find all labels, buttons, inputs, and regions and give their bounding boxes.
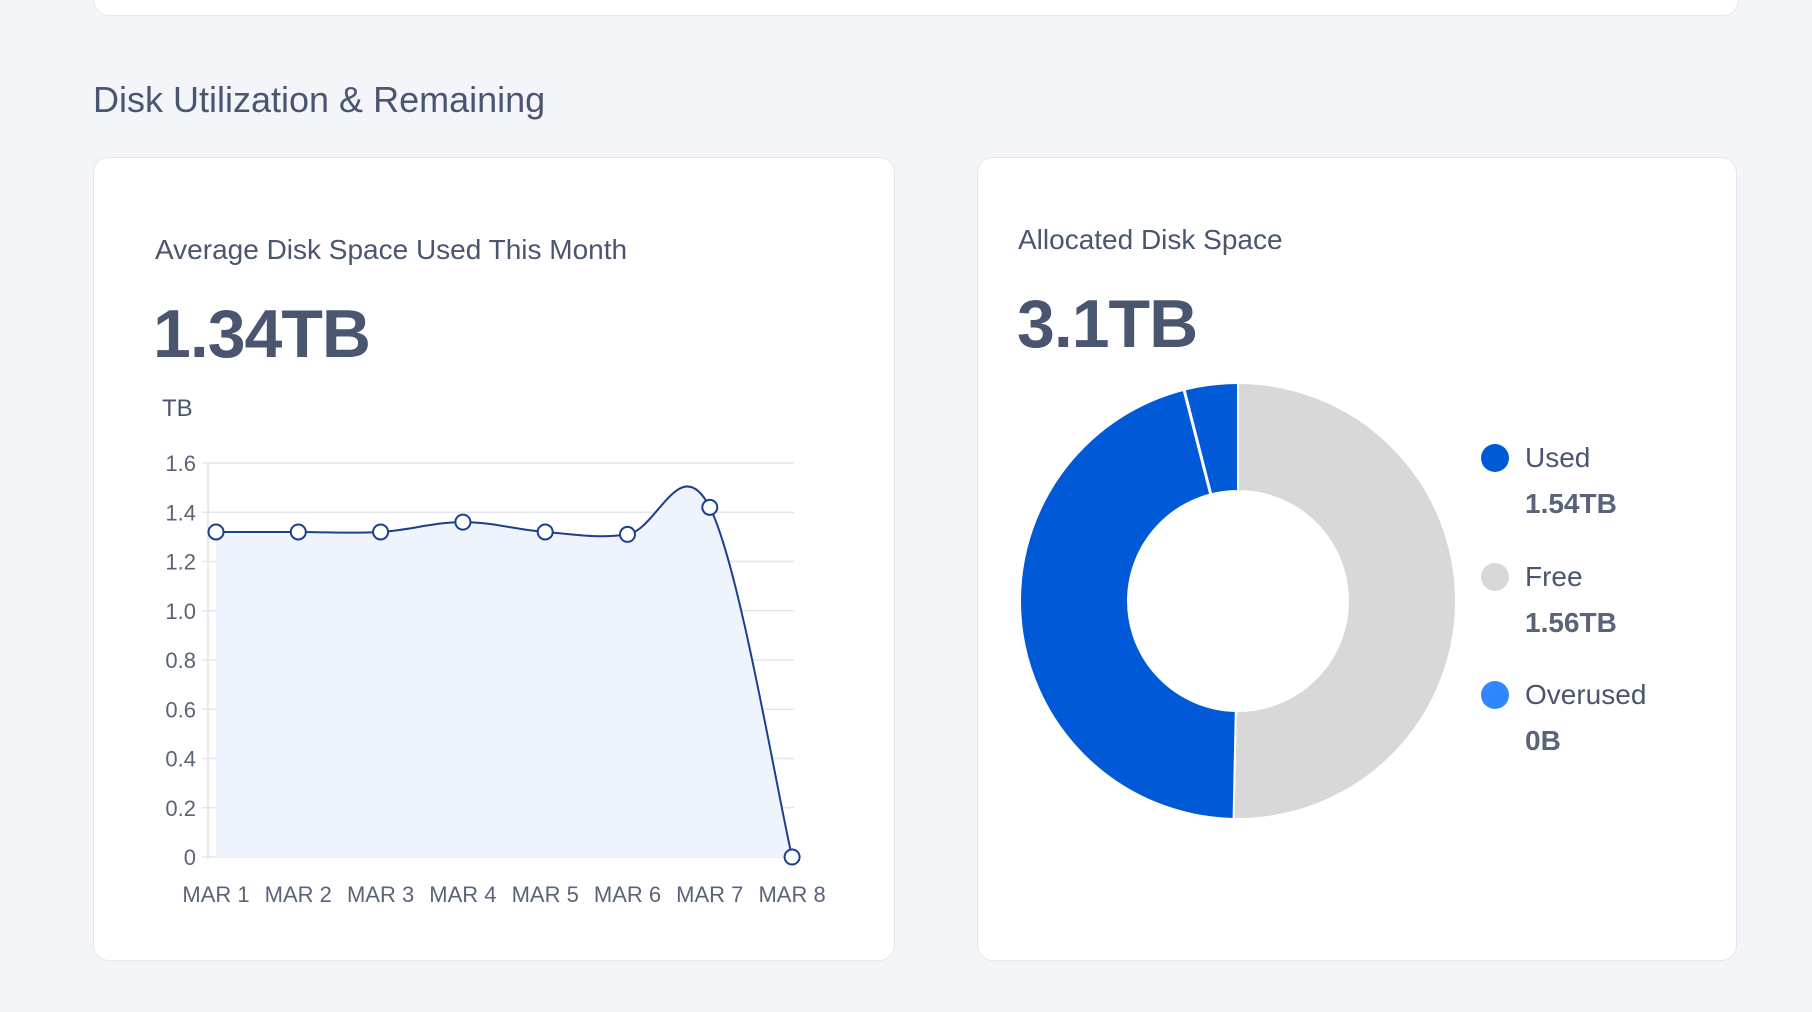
legend-label-overused: Overused: [1525, 679, 1647, 710]
data-point[interactable]: [372, 523, 390, 541]
legend-item-free: Free 1.56TB: [1481, 557, 1721, 638]
overused-color-dot: [1481, 681, 1509, 709]
y-tick-label: 0.4: [165, 747, 196, 772]
x-tick-label: MAR 5: [512, 882, 579, 907]
x-tick-label: MAR 3: [347, 882, 414, 907]
allocation-donut-chart: [1019, 381, 1457, 820]
free-color-dot: [1481, 563, 1509, 591]
legend-label-used: Used: [1525, 442, 1591, 473]
y-tick-label: 0.8: [165, 648, 196, 673]
data-point[interactable]: [454, 513, 472, 531]
y-tick-label: 1.0: [165, 599, 196, 624]
usage-area-fill: [216, 486, 793, 857]
y-tick-label: 0.2: [165, 796, 196, 821]
data-point[interactable]: [289, 523, 307, 541]
average-disk-space-card: Average Disk Space Used This Month 1.34T…: [93, 157, 895, 961]
x-tick-label: MAR 6: [594, 882, 661, 907]
legend-value-free: 1.56TB: [1525, 607, 1617, 638]
y-tick-label: 0: [184, 845, 196, 870]
average-disk-space-subtitle: Average Disk Space Used This Month: [155, 234, 628, 265]
donut-slice-free[interactable]: [1232, 381, 1457, 820]
data-point[interactable]: [619, 525, 636, 543]
allocated-disk-space-subtitle: Allocated Disk Space: [1018, 224, 1283, 255]
donut-separator: [1182, 389, 1213, 495]
x-axis-ticks: MAR 1 MAR 2 MAR 3 MAR 4 MAR 5 MAR 6 MAR 7 MAR 8: [182, 882, 825, 907]
data-point[interactable]: [536, 523, 554, 541]
y-tick-label: 1.2: [165, 550, 196, 575]
donut-slices: [1019, 381, 1457, 820]
x-tick-label: MAR 8: [758, 882, 825, 907]
x-tick-label: MAR 7: [676, 882, 743, 907]
section-title: Disk Utilization & Remaining: [93, 79, 546, 120]
x-tick-label: MAR 1: [182, 882, 249, 907]
x-tick-label: MAR 2: [265, 882, 332, 907]
allocated-disk-space-card: Allocated Disk Space 3.1TB Used 1.54TB F…: [977, 157, 1737, 961]
legend-item-used: Used 1.54TB: [1481, 438, 1721, 519]
y-axis-ticks: 0 0.2 0.4 0.6 0.8 1.0 1.2 1.4 1.6: [165, 451, 196, 870]
legend-value-overused: 0B: [1525, 725, 1561, 756]
allocated-disk-space-value: 3.1TB: [1017, 286, 1198, 362]
data-point[interactable]: [783, 848, 801, 866]
x-tick-label: MAR 4: [429, 882, 496, 907]
previous-card: [93, 0, 1739, 16]
average-disk-space-value: 1.34TB: [153, 296, 371, 372]
y-tick-label: 1.4: [165, 500, 196, 525]
donut-slice-used[interactable]: [1019, 381, 1239, 820]
legend-value-used: 1.54TB: [1525, 488, 1617, 519]
data-points: [207, 498, 801, 866]
legend-label-free: Free: [1525, 561, 1583, 592]
y-axis-unit-label: TB: [162, 395, 193, 422]
used-color-dot: [1481, 444, 1509, 472]
data-point[interactable]: [207, 523, 225, 541]
data-point[interactable]: [701, 498, 719, 516]
y-tick-label: 1.6: [165, 451, 196, 476]
y-tick-label: 0.6: [165, 697, 196, 722]
legend-item-overused: Overused 0B: [1481, 675, 1721, 756]
